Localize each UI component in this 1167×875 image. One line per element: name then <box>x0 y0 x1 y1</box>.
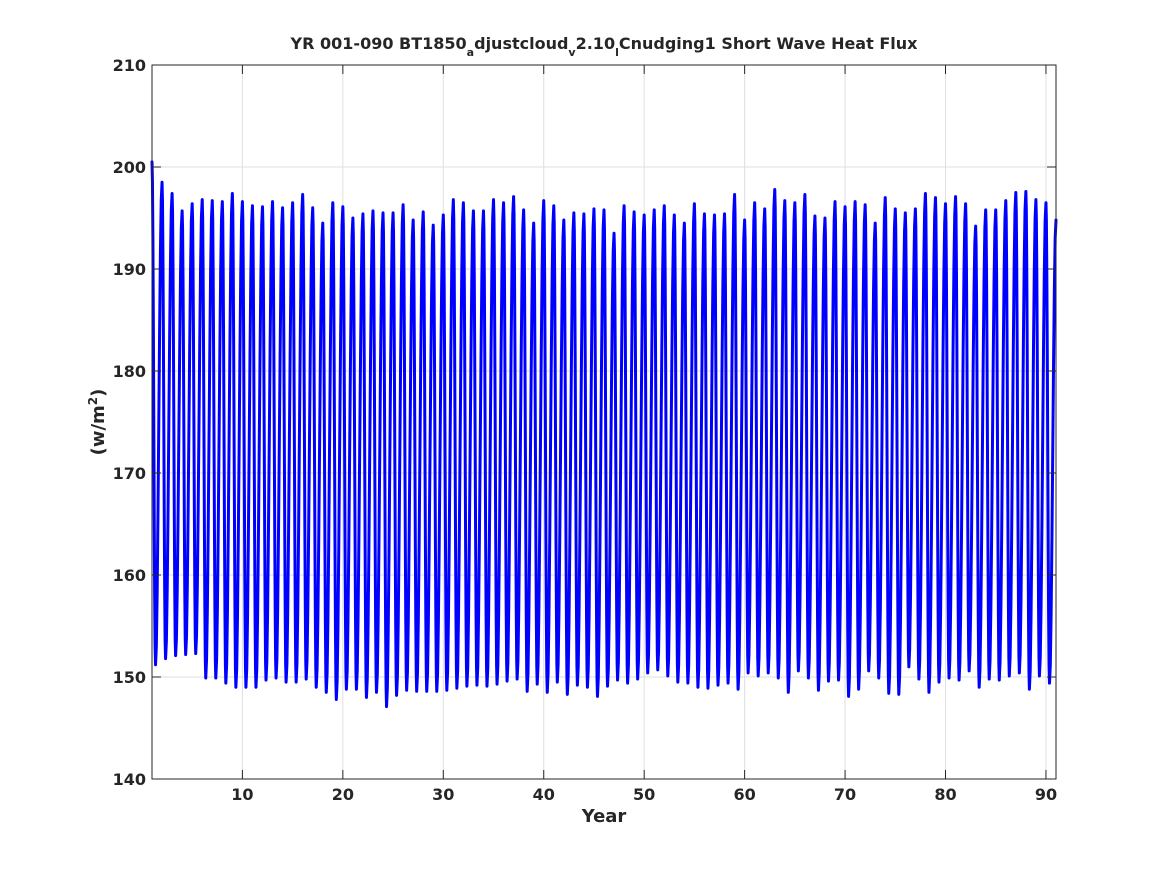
plot-frame <box>151 64 1057 780</box>
y-axis-title-close: ) <box>88 389 109 397</box>
y-axis-title-base: (w/m <box>88 405 109 455</box>
chart-title-part: a <box>467 46 474 59</box>
series-line <box>150 160 1058 709</box>
x-tick-label: 40 <box>533 785 555 804</box>
y-tick-label: 190 <box>113 260 146 279</box>
plot-area <box>152 65 1056 779</box>
y-tick-label: 210 <box>113 56 146 75</box>
y-tick-label: 160 <box>113 566 146 585</box>
y-tick-label: 150 <box>113 668 146 687</box>
chart-title-part: v <box>568 46 576 59</box>
y-tick-label: 140 <box>113 770 146 789</box>
y-axis-title-superscript: 2 <box>86 397 100 405</box>
chart-title-part: djustcloud <box>474 34 568 53</box>
x-tick-label: 60 <box>733 785 755 804</box>
chart-title-part: l <box>615 46 619 59</box>
chart-title-part: 2.10 <box>576 34 615 53</box>
chart-title: YR 001-090 BT1850adjustcloudv2.10lCnudgi… <box>290 34 919 59</box>
x-tick-label: 10 <box>231 785 253 804</box>
y-axis-title: (w/m2) <box>86 389 109 456</box>
y-tick-label: 200 <box>113 158 146 177</box>
x-tick-label: 80 <box>934 785 956 804</box>
x-tick-label: 70 <box>834 785 856 804</box>
series-layer <box>150 160 1058 709</box>
ticks: 10 20 30 40 50 60 70 80 90 140 150 160 170 180 190 200 2… <box>113 56 1057 804</box>
y-tick-label: 170 <box>113 464 146 483</box>
x-axis-title: Year <box>581 806 627 827</box>
x-tick-label: 30 <box>432 785 454 804</box>
x-tick-label: 20 <box>332 785 354 804</box>
chart-title-part: Cnudging1 Short Wave Heat Flux <box>619 34 918 53</box>
x-tick-label: 90 <box>1035 785 1057 804</box>
chart-title-part: YR 001-090 BT1850 <box>290 34 467 53</box>
x-tick-label: 50 <box>633 785 655 804</box>
y-tick-label: 180 <box>113 362 146 381</box>
